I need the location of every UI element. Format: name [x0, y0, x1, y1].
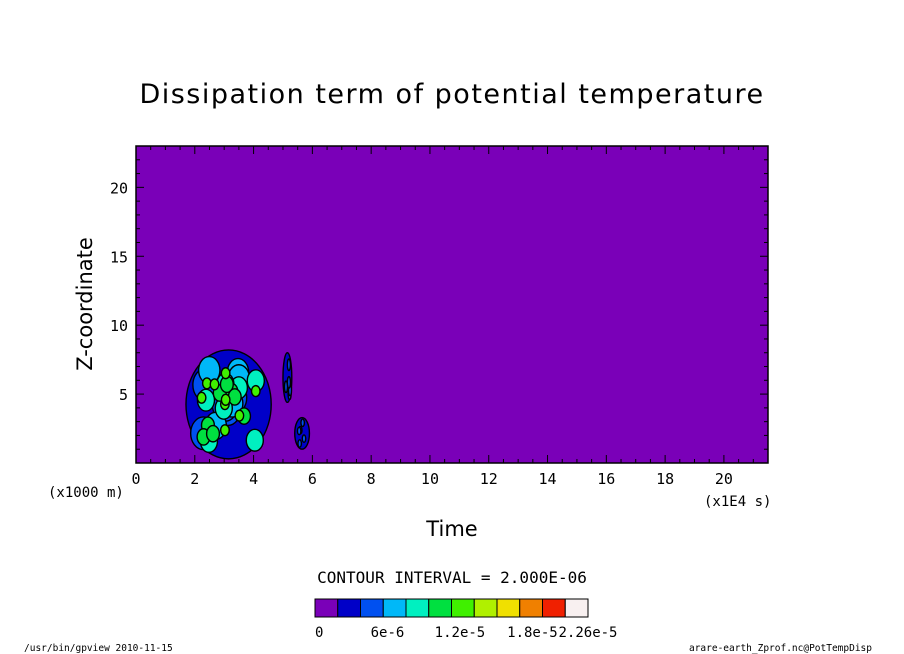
contour-band — [286, 358, 292, 372]
x-tick-label: 20 — [715, 470, 733, 488]
colorbar-cell — [451, 598, 475, 618]
colorbar-cell — [496, 598, 521, 618]
x-tick-label: 6 — [308, 470, 317, 488]
contour-band — [234, 409, 245, 422]
y-tick-label: 5 — [119, 386, 128, 404]
colorbar-cell — [564, 598, 589, 618]
colorbar-tick-label: 2.26e-5 — [558, 625, 617, 641]
contour-band — [245, 428, 265, 452]
x-tick-label: 14 — [539, 470, 557, 488]
x-axis-label: Time — [425, 517, 477, 541]
colorbar-cell — [473, 598, 498, 618]
x-tick-label: 4 — [249, 470, 258, 488]
x-unit-label: (x1E4 s) — [704, 494, 771, 510]
contour-band — [286, 375, 292, 389]
contour-feature — [185, 349, 272, 460]
footer-right: arare-earth_Zprof.nc@PotTempDisp — [689, 643, 872, 654]
contour-band — [196, 391, 207, 404]
y-tick-label: 10 — [110, 317, 128, 335]
colorbar-cell — [382, 598, 407, 618]
x-tick-label: 12 — [480, 470, 498, 488]
contour-feature — [294, 416, 311, 450]
colorbar-cell — [314, 598, 339, 618]
colorbar-tick-label: 6e-6 — [371, 625, 405, 641]
plot-frame — [135, 145, 769, 464]
x-tick-label: 8 — [367, 470, 376, 488]
colorbar-tick-label: 0 — [315, 625, 323, 641]
y-unit-label: (x1000 m) — [48, 485, 124, 501]
colorbar-tick-label: 1.8e-5 — [507, 625, 558, 641]
y-tick-label: 15 — [110, 248, 128, 266]
contour-band — [296, 426, 302, 436]
x-tick-label: 10 — [421, 470, 439, 488]
colorbar-cell — [519, 598, 543, 618]
contour-feature — [282, 352, 293, 404]
x-tick-label: 16 — [597, 470, 615, 488]
contour-band — [219, 424, 230, 437]
x-tick-label: 0 — [131, 470, 140, 488]
colorbar-labels: 0 6e-6 1.2e-5 1.8e-5 2.26e-5 — [315, 625, 618, 641]
colorbar-cell — [360, 598, 384, 618]
contour-band — [227, 388, 242, 406]
contour-band — [301, 434, 307, 444]
footer-left: /usr/bin/gpview 2010-11-15 — [24, 643, 173, 654]
y-axis-label: Z-coordinate — [73, 237, 97, 371]
x-tick-label: 18 — [656, 470, 674, 488]
contour-band — [220, 367, 231, 380]
x-tick-label: 2 — [190, 470, 199, 488]
contour-interval-label: CONTOUR INTERVAL = 2.000E-06 — [317, 568, 587, 587]
colorbar-cell — [405, 598, 430, 618]
y-tick-label: 20 — [110, 179, 128, 197]
contour-features — [185, 349, 311, 460]
plot-area — [135, 145, 769, 464]
contour-band — [209, 378, 220, 391]
contour-band — [297, 439, 303, 448]
contour-band — [205, 424, 221, 443]
contour-band — [220, 393, 231, 406]
colorbar — [314, 598, 589, 618]
chart-title: Dissipation term of potential temperatur… — [139, 79, 764, 110]
colorbar-cell — [428, 598, 452, 618]
colorbar-tick-label: 1.2e-5 — [435, 625, 486, 641]
colorbar-cell — [337, 598, 361, 618]
colorbar-cell — [542, 598, 566, 618]
contour-band — [250, 384, 261, 398]
contour-band — [300, 418, 306, 428]
